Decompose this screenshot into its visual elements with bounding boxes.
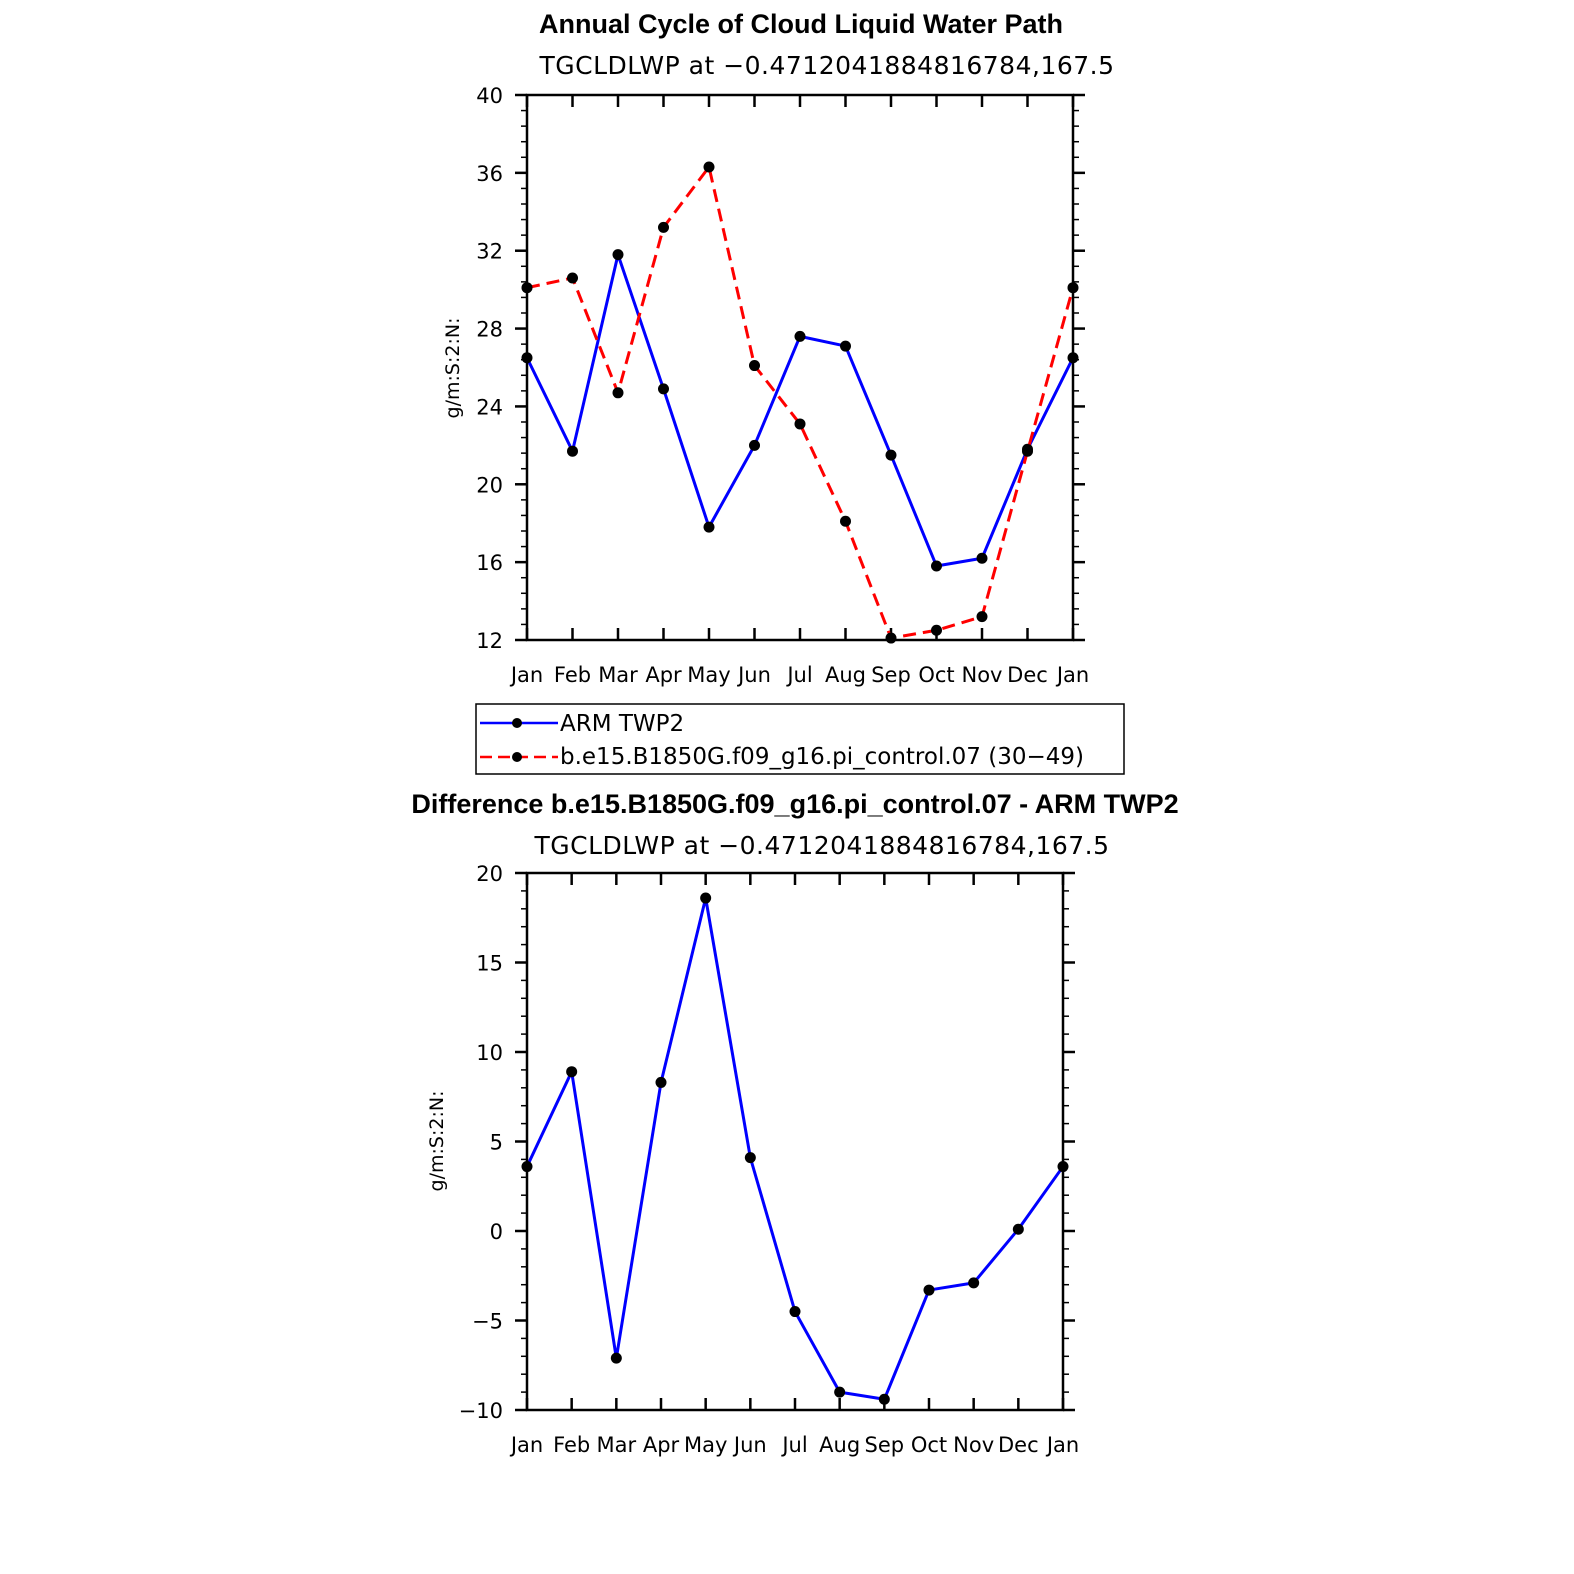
series-line: [526, 165, 1075, 640]
y-axis-label: g/m:S:2:N:: [442, 318, 464, 419]
data-point: [655, 1076, 667, 1088]
x-tick-label: Jan: [1045, 1433, 1079, 1457]
plot-frame: [525, 93, 1075, 642]
plot-ticks: Jan Feb Mar Apr May Jun Jul Aug Sep Oct Nov Dec Jan1…: [476, 84, 1089, 687]
chart-subtitle: TGCLDLWP at −0.4712041884816784,167.5: [533, 831, 1109, 860]
y-tick-label: 40: [476, 84, 503, 108]
data-point: [931, 560, 942, 572]
y-tick-label: 36: [476, 162, 503, 186]
y-tick-label: 5: [490, 1131, 503, 1155]
chart-title: Difference b.e15.B1850G.f09_g16.pi_contr…: [411, 789, 1178, 819]
y-tick-label: 15: [476, 952, 503, 976]
y-tick-label: 0: [490, 1220, 503, 1244]
chart-subtitle: TGCLDLWP at −0.4712041884816784,167.5: [538, 51, 1114, 80]
x-tick-label: Apr: [643, 1433, 680, 1457]
legend-label-model: b.e15.B1850G.f09_g16.pi_control.07 (30−4…: [560, 744, 1084, 770]
legend-box: [475, 703, 1125, 775]
x-tick-label: Jun: [732, 1433, 767, 1457]
data-point: [658, 221, 669, 233]
y-tick-label: 12: [476, 629, 503, 653]
y-tick-label: −10: [459, 1399, 503, 1423]
data-point: [885, 632, 897, 644]
data-point: [976, 611, 988, 623]
x-tick-label: Jan: [509, 1433, 543, 1457]
x-tick-label: Apr: [645, 663, 682, 687]
data-point: [1012, 1223, 1024, 1235]
chart-title: Annual Cycle of Cloud Liquid Water Path: [539, 9, 1063, 39]
y-tick-label: 20: [476, 862, 503, 886]
data-point: [789, 1306, 801, 1318]
annual-cycle-chart: Annual Cycle of Cloud Liquid Water Path …: [442, 9, 1114, 687]
x-tick-label: Jul: [780, 1433, 807, 1457]
series-line: [525, 896, 1065, 1401]
data-point: [658, 383, 669, 395]
data-point: [840, 340, 851, 352]
plot-series: [521, 892, 1069, 1405]
plot-series: [521, 161, 1079, 644]
data-point: [840, 515, 851, 527]
data-point: [878, 1393, 890, 1405]
series-line: [525, 253, 1075, 568]
data-point: [885, 449, 897, 461]
data-point: [749, 439, 760, 451]
data-point: [749, 360, 760, 372]
x-tick-label: Nov: [953, 1433, 994, 1457]
x-tick-label: Jun: [736, 663, 771, 687]
x-tick-label: Aug: [819, 1433, 860, 1457]
legend-marker-model: [512, 752, 522, 762]
data-point: [566, 1066, 578, 1078]
x-tick-label: Jan: [1055, 663, 1089, 687]
x-tick-label: May: [684, 1433, 727, 1457]
y-tick-label: 10: [476, 1041, 503, 1065]
y-tick-label: 20: [476, 473, 503, 497]
data-point: [567, 445, 578, 457]
legend-label-arm: ARM TWP2: [560, 711, 684, 737]
data-point: [612, 249, 624, 261]
plot-ticks: Jan Feb Mar Apr May Jun Jul Aug Sep Oct Nov Dec Jan−…: [459, 862, 1080, 1457]
x-tick-label: Feb: [554, 663, 591, 687]
x-tick-label: Mar: [598, 663, 638, 687]
x-tick-label: Sep: [871, 663, 911, 687]
plot-frame: [525, 871, 1065, 1412]
x-tick-label: Dec: [1007, 663, 1048, 687]
data-point: [834, 1386, 846, 1398]
x-tick-label: Oct: [918, 663, 954, 687]
difference-chart: Difference b.e15.B1850G.f09_g16.pi_contr…: [411, 789, 1178, 1457]
data-point: [703, 161, 715, 173]
legend-marker-arm: [512, 718, 522, 728]
data-point: [794, 418, 806, 430]
data-point: [703, 521, 715, 533]
data-point: [612, 387, 624, 399]
data-point: [931, 624, 942, 636]
data-point: [923, 1284, 935, 1296]
x-tick-label: Sep: [865, 1433, 905, 1457]
legend: ARM TWP2 b.e15.B1850G.f09_g16.pi_control…: [475, 703, 1125, 775]
y-tick-label: −5: [472, 1310, 503, 1334]
data-point: [794, 330, 806, 342]
x-tick-label: Nov: [962, 663, 1003, 687]
data-point: [1022, 445, 1033, 457]
x-tick-label: Jan: [509, 663, 543, 687]
x-tick-label: Feb: [553, 1433, 590, 1457]
data-point: [567, 272, 578, 284]
x-tick-label: Aug: [825, 663, 866, 687]
data-point: [968, 1277, 980, 1289]
x-tick-label: Dec: [998, 1433, 1039, 1457]
data-point: [976, 552, 988, 564]
y-tick-label: 32: [476, 240, 503, 264]
x-tick-label: Oct: [911, 1433, 947, 1457]
data-point: [610, 1352, 622, 1364]
x-tick-label: Mar: [597, 1433, 637, 1457]
y-tick-label: 24: [476, 395, 503, 419]
y-tick-label: 28: [476, 318, 503, 342]
x-tick-label: Jul: [785, 663, 812, 687]
data-point: [744, 1152, 756, 1164]
x-tick-label: May: [687, 663, 730, 687]
y-tick-label: 16: [476, 551, 503, 575]
y-axis-label: g/m:S:2:N:: [426, 1091, 448, 1192]
data-point: [700, 892, 712, 904]
